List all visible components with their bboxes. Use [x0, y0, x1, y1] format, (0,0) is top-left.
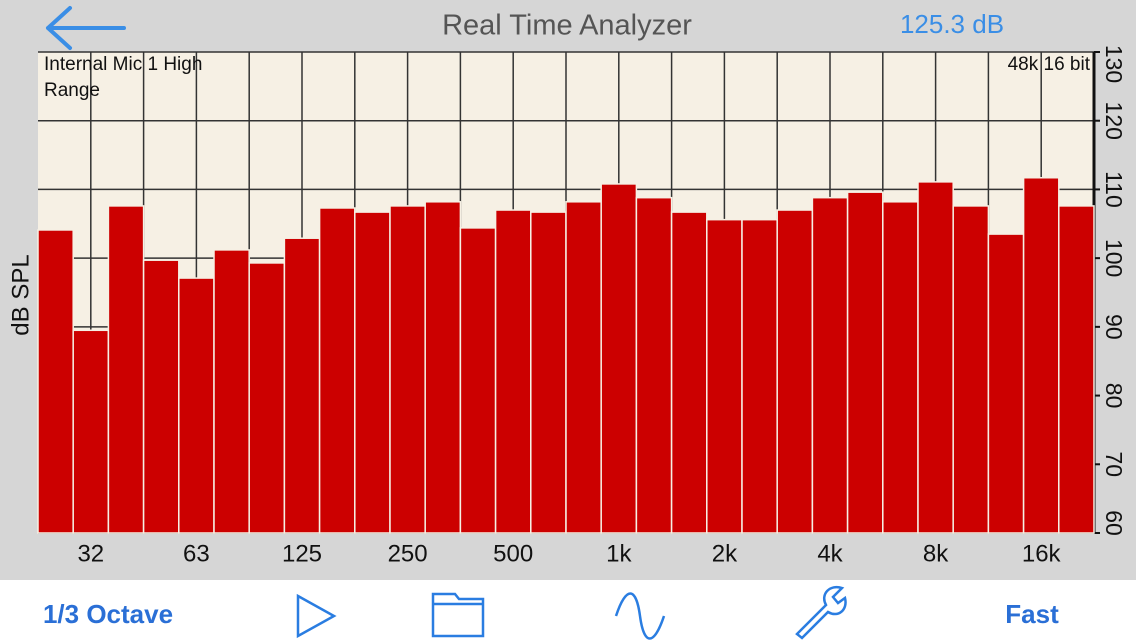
y-tick-label: 100	[1101, 239, 1127, 277]
bar	[706, 218, 743, 534]
bar	[952, 205, 990, 534]
y-tick-label: 70	[1101, 451, 1127, 477]
bar	[917, 181, 954, 534]
x-tick-label: 4k	[817, 540, 843, 567]
y-tick-label: 120	[1101, 102, 1127, 140]
y-tick-label: 110	[1101, 171, 1127, 208]
bar	[354, 211, 391, 534]
bar	[1058, 205, 1095, 534]
y-tick-label: 130	[1101, 45, 1127, 83]
bar	[37, 229, 74, 534]
y-tick-label: 90	[1101, 314, 1127, 340]
bar	[142, 259, 180, 534]
x-tick-label: 250	[388, 540, 428, 567]
bar	[494, 209, 532, 534]
bar	[635, 196, 673, 534]
back-button[interactable]	[46, 6, 126, 50]
y-tick-label: 60	[1101, 510, 1127, 536]
settings-button[interactable]	[795, 585, 847, 640]
x-tick-label: 1k	[606, 540, 632, 567]
x-tick-label: 8k	[923, 540, 949, 567]
bar	[107, 205, 145, 534]
bands-button[interactable]: 1/3 Octave	[43, 599, 173, 629]
input-label: Internal Mic 1 High Range	[44, 54, 203, 101]
bar	[283, 237, 321, 534]
bar	[741, 218, 778, 534]
bar	[811, 196, 849, 534]
bar	[424, 201, 462, 534]
bar	[846, 191, 884, 534]
bar	[178, 277, 215, 534]
bar	[600, 183, 638, 534]
bar	[213, 249, 250, 534]
y-axis-label: dB SPL	[7, 254, 34, 335]
x-tick-label: 32	[77, 540, 104, 567]
x-tick-label: 63	[183, 540, 210, 567]
x-tick-label: 500	[493, 540, 533, 567]
bar	[318, 207, 356, 534]
bar	[1022, 176, 1060, 534]
bar	[248, 262, 286, 534]
bar	[459, 227, 497, 534]
play-button[interactable]	[296, 593, 337, 639]
bar	[72, 329, 110, 534]
x-tick-label: 125	[282, 540, 322, 567]
x-tick-label: 2k	[712, 540, 738, 567]
bar	[670, 211, 708, 534]
y-tick-label: 80	[1101, 383, 1127, 409]
speed-button[interactable]: Fast	[1005, 599, 1059, 629]
signal-button[interactable]	[614, 592, 666, 640]
bar	[530, 211, 567, 534]
x-tick-label: 16k	[1022, 540, 1062, 567]
bar	[882, 201, 919, 534]
bar	[776, 209, 814, 534]
bar	[389, 205, 426, 534]
bar	[565, 201, 602, 534]
screen-title: Real Time Analyzer	[442, 10, 692, 42]
level-readout: 125.3 dB	[900, 9, 1004, 39]
bar	[987, 233, 1025, 534]
format-label: 48k 16 bit	[1007, 54, 1090, 75]
folder-button[interactable]	[431, 592, 485, 638]
